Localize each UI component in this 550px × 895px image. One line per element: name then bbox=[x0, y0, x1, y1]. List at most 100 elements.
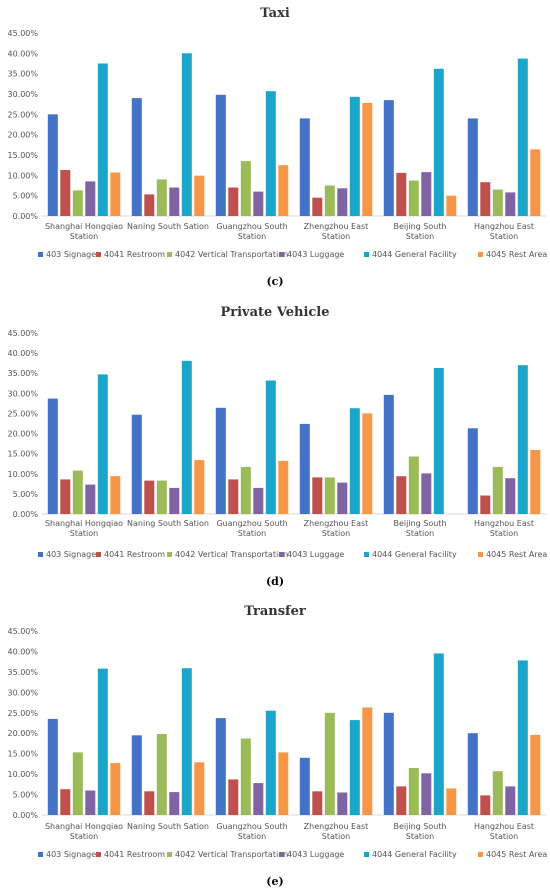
category-label-line: Shanghai Hongqiao bbox=[45, 519, 123, 528]
bar bbox=[156, 179, 167, 216]
legend-swatch bbox=[478, 552, 483, 557]
y-tick-label: 35.00% bbox=[7, 369, 38, 378]
legend-label: 4041 Restroom bbox=[104, 550, 165, 559]
category-label-line: Station bbox=[406, 832, 434, 841]
bar bbox=[169, 792, 180, 815]
legend-label: 4045 Rest Area bbox=[486, 250, 547, 259]
bar bbox=[265, 91, 276, 216]
bar bbox=[265, 710, 276, 815]
category-label: Naning South Sation bbox=[127, 519, 209, 528]
y-tick-label: 20.00% bbox=[7, 430, 38, 439]
y-tick-label: 40.00% bbox=[7, 49, 38, 58]
bar bbox=[324, 477, 335, 514]
bar bbox=[169, 187, 180, 216]
bar bbox=[144, 480, 155, 514]
legend-label: 4043 Luggage bbox=[287, 550, 344, 559]
bar bbox=[467, 733, 478, 815]
bar bbox=[467, 428, 478, 514]
bar bbox=[446, 788, 457, 815]
bar bbox=[110, 763, 121, 815]
bar bbox=[408, 456, 419, 514]
legend-label: 4045 Rest Area bbox=[486, 850, 547, 859]
bar bbox=[433, 68, 444, 216]
category-label-line: Guangzhou South bbox=[216, 822, 287, 831]
category-label-line: Zhengzhou East bbox=[304, 519, 369, 528]
y-tick-label: 5.00% bbox=[13, 791, 39, 800]
category-label-line: Naning South Sation bbox=[127, 822, 209, 831]
legend-label: 4042 Vertical Transportation bbox=[175, 850, 288, 859]
bar bbox=[228, 779, 239, 815]
legend-swatch bbox=[38, 552, 43, 557]
bar bbox=[85, 181, 96, 216]
bar bbox=[530, 450, 541, 514]
bar bbox=[240, 466, 251, 514]
bar bbox=[337, 482, 348, 514]
category-label-line: Hangzhou East bbox=[474, 519, 534, 528]
bar bbox=[433, 368, 444, 514]
bar bbox=[349, 408, 360, 514]
bar bbox=[312, 197, 323, 216]
bar bbox=[215, 94, 226, 216]
category-label-line: Zhengzhou East bbox=[304, 822, 369, 831]
legend-label: 4044 General Facility bbox=[372, 850, 457, 859]
category-label-line: Station bbox=[322, 232, 350, 241]
category-label-line: Station bbox=[490, 832, 518, 841]
category-label-line: Zhengzhou East bbox=[304, 222, 369, 231]
chart-panel-3: Transfer 0.00% 5.00% 10.00% 15.00% 20.00% 25.0… bbox=[7, 604, 547, 888]
legend-swatch bbox=[96, 252, 101, 257]
y-tick-label: 30.00% bbox=[7, 688, 38, 697]
bar bbox=[530, 734, 541, 815]
bar bbox=[530, 149, 541, 216]
legend-label: 403 Signage bbox=[46, 850, 96, 859]
bar bbox=[85, 484, 96, 514]
bar bbox=[299, 757, 310, 815]
bar bbox=[362, 707, 373, 815]
y-tick-label: 30.00% bbox=[7, 90, 38, 99]
category-label: Guangzhou South Station bbox=[216, 519, 287, 538]
bar bbox=[240, 161, 251, 216]
panel-label: (e) bbox=[266, 875, 283, 888]
bar bbox=[324, 185, 335, 216]
category-label-line: Naning South Sation bbox=[127, 222, 209, 231]
category-label: Zhengzhou East Station bbox=[304, 519, 369, 538]
category-label-line: Shanghai Hongqiao bbox=[45, 222, 123, 231]
y-tick-label: 20.00% bbox=[7, 729, 38, 738]
bar bbox=[253, 487, 264, 514]
y-tick-label: 25.00% bbox=[7, 110, 38, 119]
bar bbox=[47, 398, 58, 514]
bar bbox=[72, 190, 83, 216]
bar bbox=[492, 771, 503, 815]
bar bbox=[194, 460, 205, 514]
category-label-line: Guangzhou South bbox=[216, 519, 287, 528]
bar bbox=[480, 795, 491, 815]
bar bbox=[97, 668, 108, 815]
category-label-line: Station bbox=[322, 832, 350, 841]
bar bbox=[278, 460, 289, 514]
category-label-line: Station bbox=[406, 529, 434, 538]
bar bbox=[156, 480, 167, 514]
bar bbox=[194, 175, 205, 216]
category-label: Shanghai Hongqiao Station bbox=[45, 222, 123, 241]
chart-title: Transfer bbox=[244, 604, 306, 619]
bar bbox=[337, 188, 348, 216]
bar bbox=[480, 495, 491, 514]
bar bbox=[337, 792, 348, 815]
y-tick-label: 10.00% bbox=[7, 470, 38, 479]
bar bbox=[181, 53, 192, 216]
bar bbox=[110, 476, 121, 514]
category-label-line: Beijing South bbox=[393, 519, 446, 528]
category-label: Beijing South Station bbox=[393, 822, 446, 841]
category-label-line: Beijing South bbox=[393, 822, 446, 831]
bar bbox=[480, 182, 491, 216]
category-label-line: Station bbox=[238, 529, 266, 538]
bar bbox=[492, 189, 503, 216]
y-tick-label: 45.00% bbox=[7, 29, 38, 38]
bar bbox=[215, 407, 226, 514]
category-label-line: Station bbox=[238, 232, 266, 241]
legend-label: 403 Signage bbox=[46, 550, 96, 559]
bar bbox=[144, 194, 155, 216]
bar bbox=[396, 172, 407, 216]
chart-panel-2: Private Vehicle 0.00% 5.00% 10.00% 15.00% 20.… bbox=[7, 305, 547, 588]
category-label: Hangzhou East Station bbox=[474, 519, 534, 538]
